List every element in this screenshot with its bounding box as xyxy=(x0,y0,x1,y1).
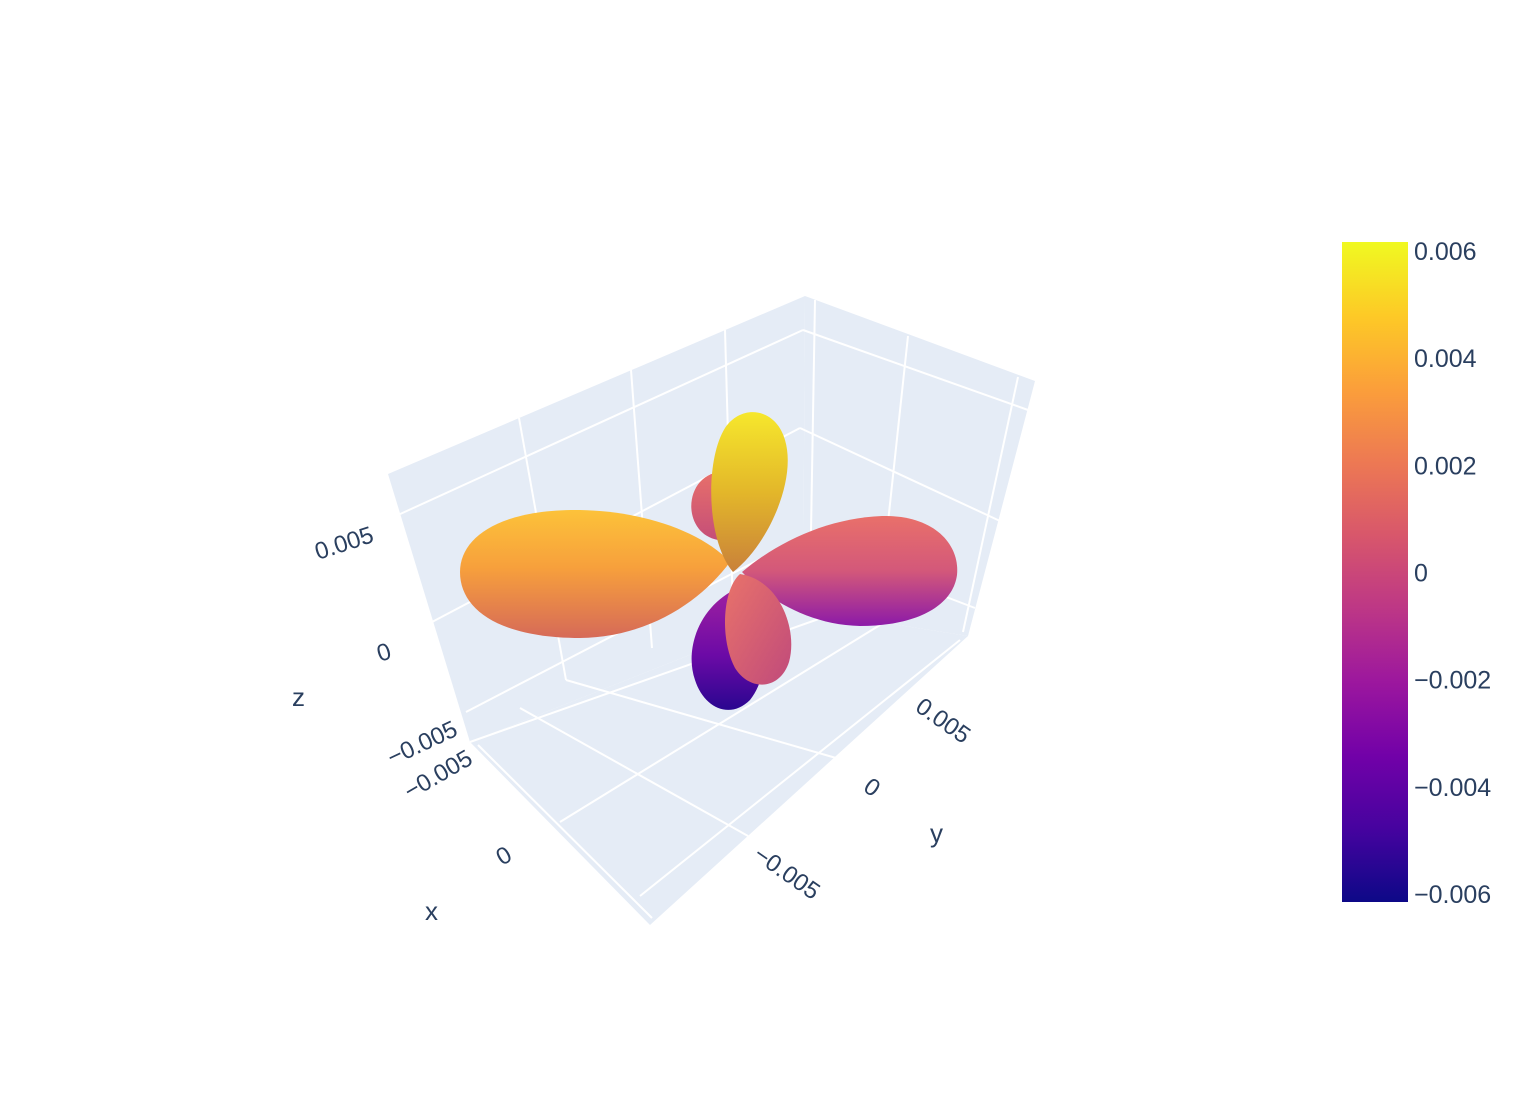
x-axis: −0.005 0 x xyxy=(400,745,517,926)
y-tick-label: −0.005 xyxy=(749,841,825,906)
z-tick-label: 0 xyxy=(374,638,395,668)
grid-line xyxy=(477,744,653,919)
y-axis-title: y xyxy=(930,818,943,848)
lobe-front-small xyxy=(724,574,792,685)
x-tick-label: 0 xyxy=(492,841,517,871)
y-tick-label: 0 xyxy=(859,773,885,803)
colorbar-gradient xyxy=(1342,242,1408,902)
colorbar-ticks: 0.006 0.004 0.002 0 −0.002 −0.004 −0.006 xyxy=(1414,238,1491,909)
colorbar-tick-label: −0.006 xyxy=(1414,881,1491,909)
colorbar-tick-label: −0.002 xyxy=(1414,667,1491,695)
grid-line xyxy=(962,376,1019,633)
grid-line xyxy=(802,329,1029,411)
x-axis-title: x xyxy=(425,896,438,926)
lobe-left xyxy=(460,509,730,638)
grid-line xyxy=(519,707,749,837)
grid-line xyxy=(799,427,1001,522)
z-tick-label: 0.005 xyxy=(312,521,377,565)
colorbar-tick-label: 0.002 xyxy=(1414,452,1477,480)
y-tick-label: 0.005 xyxy=(911,693,976,750)
surface xyxy=(460,412,958,710)
grid-line xyxy=(565,679,837,759)
z-axis-title: z xyxy=(292,682,305,712)
colorbar-tick-label: −0.004 xyxy=(1414,774,1491,802)
grid-line xyxy=(639,639,961,897)
panel-floor xyxy=(470,610,968,925)
grid-line xyxy=(397,329,804,516)
colorbar-tick-label: 0.004 xyxy=(1414,345,1477,373)
colorbar: 0.006 0.004 0.002 0 −0.002 −0.004 −0.006 xyxy=(1342,238,1491,909)
colorbar-tick-label: 0.006 xyxy=(1414,238,1477,266)
lobe-top xyxy=(711,412,788,572)
colorbar-tick-label: 0 xyxy=(1414,560,1428,588)
lobe-right xyxy=(742,515,958,626)
